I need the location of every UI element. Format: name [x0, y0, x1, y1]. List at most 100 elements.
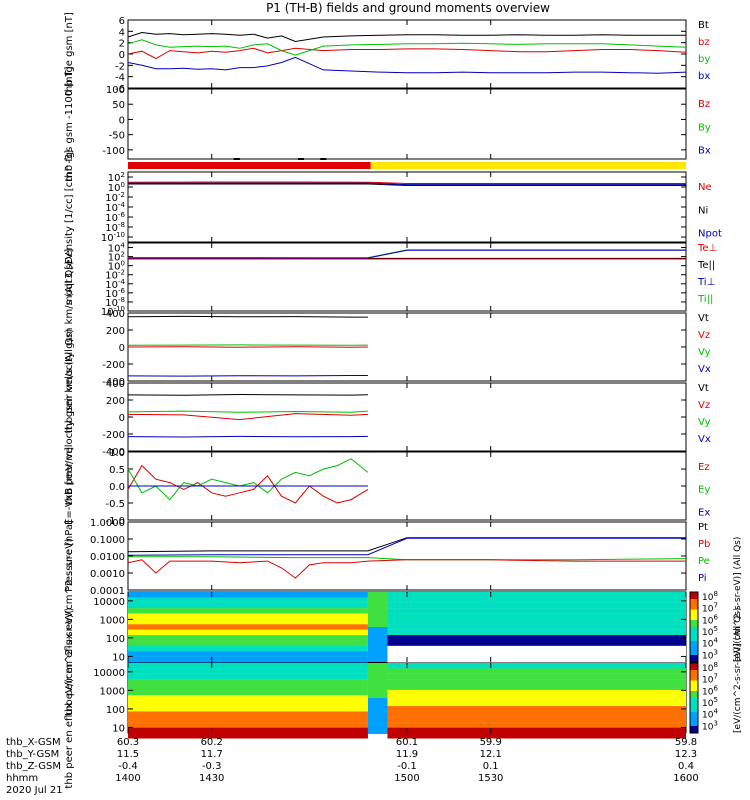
- heatmap-cell: [128, 656, 368, 663]
- series-line-Bt: [127, 31, 686, 43]
- colorbar-cell: [690, 729, 698, 734]
- panel-frame: [127, 242, 687, 312]
- colorbar-cell: [690, 670, 698, 674]
- heatmap-cell: [128, 695, 368, 701]
- footer-value: -0.4: [118, 761, 138, 772]
- heatmap-cell: [387, 722, 686, 728]
- legend-entry: Ni: [698, 205, 708, 216]
- y-tick-label: 4: [119, 27, 125, 38]
- y-axis-title: Pressure [nPa]: [64, 520, 75, 592]
- panel-8: 1.0000 0.1000 0.0100 0.0010 0.0001 Pressure […: [64, 518, 710, 597]
- series-line-Npot: [128, 182, 686, 186]
- footer-value: 60.2: [201, 737, 223, 748]
- y-axis-title-text: thb peer velocity gsm km/s (All Qs): [64, 329, 75, 505]
- legend-entry: Vy: [698, 417, 711, 428]
- y-tick-label: 10-10: [101, 305, 125, 318]
- y-tick-label: 100: [106, 634, 125, 645]
- colorbar-tick-label: 103: [702, 648, 718, 661]
- y-tick-label: 200: [106, 326, 125, 337]
- footer-row-label: hhmm: [6, 773, 38, 784]
- heatmap-cell: [387, 689, 686, 696]
- colorbar-cell: [690, 705, 698, 709]
- heatmap-cell: [367, 663, 388, 698]
- heatmap-cell: [128, 624, 368, 630]
- y-tick-label: 0: [119, 413, 125, 424]
- y-tick-label: 0: [119, 50, 125, 61]
- legend-entry: Vx: [698, 434, 711, 445]
- y-tick-label: 102: [108, 251, 125, 264]
- footer-value: 11.9: [396, 749, 418, 760]
- legend-entry: Bx: [698, 146, 711, 157]
- legend-entry: Bt: [698, 20, 709, 31]
- colorbar-frame: [689, 662, 699, 734]
- y-axis-title-text: E=-VxB [mV/m]: [64, 447, 75, 525]
- colorbar-cell: [690, 726, 698, 730]
- heatmap-cell: [367, 592, 388, 627]
- footer-row-label: thb_Y-GSM: [6, 749, 59, 760]
- colorbar-cell: [690, 637, 698, 642]
- y-axis-title: thb peer velocity gsm km/s (All Qs): [64, 329, 75, 505]
- heatmap-cell: [128, 716, 368, 723]
- footer-value: 1530: [478, 773, 503, 784]
- heatmap-cell: [387, 597, 686, 603]
- heatmap-cell: [387, 716, 686, 723]
- footer-value: 0.1: [483, 761, 499, 772]
- footer-value: 11.5: [117, 749, 139, 760]
- heatmap-cell: [387, 727, 686, 734]
- colorbar-cell: [690, 644, 698, 649]
- panel-7: 1.0 0.5 0.0 -0.5 -1.0 E=-VxB [mV/m] Ez Ey Ex: [64, 447, 710, 527]
- colorbar-cell: [690, 673, 698, 678]
- series-line-Ne: [127, 181, 686, 184]
- colorbar-tick-label: 105: [702, 696, 718, 709]
- legend-entry: by: [698, 54, 710, 65]
- colorbar-cell: [690, 648, 698, 652]
- y-tick-label: 10000: [93, 668, 125, 679]
- colorbar-cell: [690, 666, 698, 671]
- heatmap-cell: [128, 645, 368, 652]
- heatmap-cell: [367, 627, 388, 662]
- footer-value: 12.1: [480, 749, 502, 760]
- legend-entry: Vy: [698, 347, 711, 358]
- y-tick-label: 10-6: [105, 287, 125, 300]
- heatmap-cell: [128, 711, 368, 717]
- colorbar-cell: [690, 708, 698, 713]
- y-tick-label: 100: [108, 260, 125, 273]
- legend-entry: Npot: [698, 229, 722, 240]
- legend-entry: Ti||: [697, 294, 713, 305]
- y-axis-title-text: Pressure [nPa]: [64, 520, 75, 592]
- footer-value: 60.3: [117, 737, 139, 748]
- colorbar-tick-label: 106: [702, 684, 718, 697]
- colorbar-cell: [690, 592, 698, 596]
- footer-value: -0.1: [397, 761, 417, 772]
- colorbar-cell: [690, 680, 698, 685]
- figure-title: P1 (TH-B) fields and ground moments over…: [266, 1, 550, 15]
- mode-segment: [370, 162, 686, 169]
- heatmap-cell: [128, 608, 368, 614]
- series-line-Pb: [127, 559, 686, 579]
- colorbar-cell: [690, 719, 698, 723]
- colorbar-tick-label: 107: [702, 673, 718, 686]
- colorbar-title: [eV/(cm^2-s-sr-eV)] (All Qs): [733, 608, 743, 733]
- legend-entry: bx: [698, 71, 710, 82]
- y-tick-label: 100: [106, 85, 125, 96]
- series-line-Vz: [127, 413, 368, 421]
- heatmap-cell: [387, 640, 686, 646]
- legend-entry: By: [698, 122, 711, 133]
- colorbar-cell: [690, 630, 698, 635]
- series-line-bx: [127, 56, 687, 74]
- heatmap-cell: [128, 700, 368, 707]
- mode-mark: [233, 158, 240, 160]
- footer-date: 2020 Jul 21: [6, 785, 63, 796]
- y-axis-title: E=-VxB [mV/m]: [64, 447, 75, 525]
- y-tick-label: 100: [106, 705, 125, 716]
- y-tick-label: 6: [119, 16, 125, 27]
- panel-1: 100 50 0 -50 -100 thb fgs gsm -1100 [nT] Bz By B…: [64, 66, 711, 181]
- colorbar-tick-label: 106: [702, 613, 718, 626]
- y-axis-title: thb peer en eflux eV/(cm^2-s-sr-eV): [64, 607, 75, 788]
- heatmap-cells: [128, 663, 686, 739]
- panel-6: 400 200 0 -200 -400 thb peer velocity gsm km/…: [64, 329, 711, 505]
- heatmap-cell: [128, 597, 368, 603]
- colorbar-tick-label: 108: [702, 590, 718, 603]
